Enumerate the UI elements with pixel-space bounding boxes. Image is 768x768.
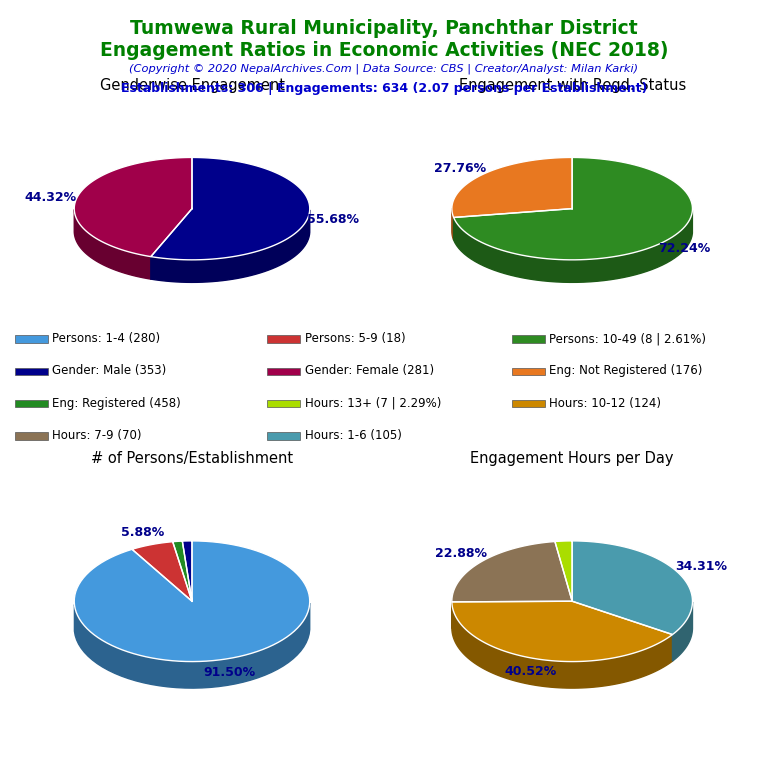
Bar — [15, 400, 48, 407]
Text: Gender: Female (281): Gender: Female (281) — [305, 365, 434, 377]
Text: Establishments: 306 | Engagements: 634 (2.07 persons per Establishment): Establishments: 306 | Engagements: 634 (… — [121, 82, 647, 95]
Polygon shape — [74, 603, 310, 688]
Polygon shape — [182, 541, 192, 601]
Text: 34.31%: 34.31% — [676, 560, 727, 573]
Bar — [15, 368, 48, 375]
Text: 5.88%: 5.88% — [121, 525, 164, 538]
Polygon shape — [452, 601, 673, 661]
Title: Engagement with Regd. Status: Engagement with Regd. Status — [458, 78, 686, 94]
Text: Hours: 1-6 (105): Hours: 1-6 (105) — [305, 429, 402, 442]
Text: Eng: Not Registered (176): Eng: Not Registered (176) — [549, 365, 703, 377]
Polygon shape — [173, 541, 192, 601]
Text: Persons: 5-9 (18): Persons: 5-9 (18) — [305, 333, 406, 345]
Bar — [15, 432, 48, 439]
Title: Engagement Hours per Day: Engagement Hours per Day — [471, 451, 674, 466]
Polygon shape — [452, 208, 454, 240]
Text: (Copyright © 2020 NepalArchives.Com | Data Source: CBS | Creator/Analyst: Milan : (Copyright © 2020 NepalArchives.Com | Da… — [130, 64, 638, 74]
Text: Hours: 13+ (7 | 2.29%): Hours: 13+ (7 | 2.29%) — [305, 397, 441, 409]
Polygon shape — [572, 541, 693, 634]
Text: 55.68%: 55.68% — [307, 214, 359, 227]
Bar — [267, 432, 300, 439]
Polygon shape — [452, 602, 673, 688]
Text: Hours: 7-9 (70): Hours: 7-9 (70) — [52, 429, 142, 442]
Text: 91.50%: 91.50% — [204, 666, 256, 679]
Bar — [267, 336, 300, 343]
Bar — [512, 400, 545, 407]
Polygon shape — [74, 210, 151, 279]
Polygon shape — [454, 157, 693, 260]
Title: Genderwise Engagement: Genderwise Engagement — [100, 78, 284, 94]
Polygon shape — [74, 157, 192, 257]
Text: Hours: 10-12 (124): Hours: 10-12 (124) — [549, 397, 661, 409]
Text: 44.32%: 44.32% — [25, 191, 77, 204]
Text: 72.24%: 72.24% — [658, 243, 710, 255]
Polygon shape — [452, 541, 572, 602]
Bar — [512, 368, 545, 375]
Polygon shape — [673, 602, 693, 661]
Text: Tumwewa Rural Municipality, Panchthar District: Tumwewa Rural Municipality, Panchthar Di… — [131, 19, 637, 38]
Title: # of Persons/Establishment: # of Persons/Establishment — [91, 451, 293, 466]
Polygon shape — [151, 210, 310, 283]
Bar — [267, 400, 300, 407]
Text: Persons: 10-49 (8 | 2.61%): Persons: 10-49 (8 | 2.61%) — [549, 333, 707, 345]
Polygon shape — [74, 541, 310, 661]
Text: Eng: Registered (458): Eng: Registered (458) — [52, 397, 181, 409]
Text: 40.52%: 40.52% — [505, 665, 557, 678]
Text: Gender: Male (353): Gender: Male (353) — [52, 365, 167, 377]
Polygon shape — [555, 541, 572, 601]
Bar — [512, 336, 545, 343]
Text: 27.76%: 27.76% — [434, 162, 486, 175]
Bar — [267, 368, 300, 375]
Text: Persons: 1-4 (280): Persons: 1-4 (280) — [52, 333, 161, 345]
Text: Engagement Ratios in Economic Activities (NEC 2018): Engagement Ratios in Economic Activities… — [100, 41, 668, 60]
Text: 22.88%: 22.88% — [435, 547, 487, 560]
Polygon shape — [452, 157, 572, 217]
Polygon shape — [454, 210, 693, 283]
Polygon shape — [132, 541, 192, 601]
Polygon shape — [151, 157, 310, 260]
Bar — [15, 336, 48, 343]
